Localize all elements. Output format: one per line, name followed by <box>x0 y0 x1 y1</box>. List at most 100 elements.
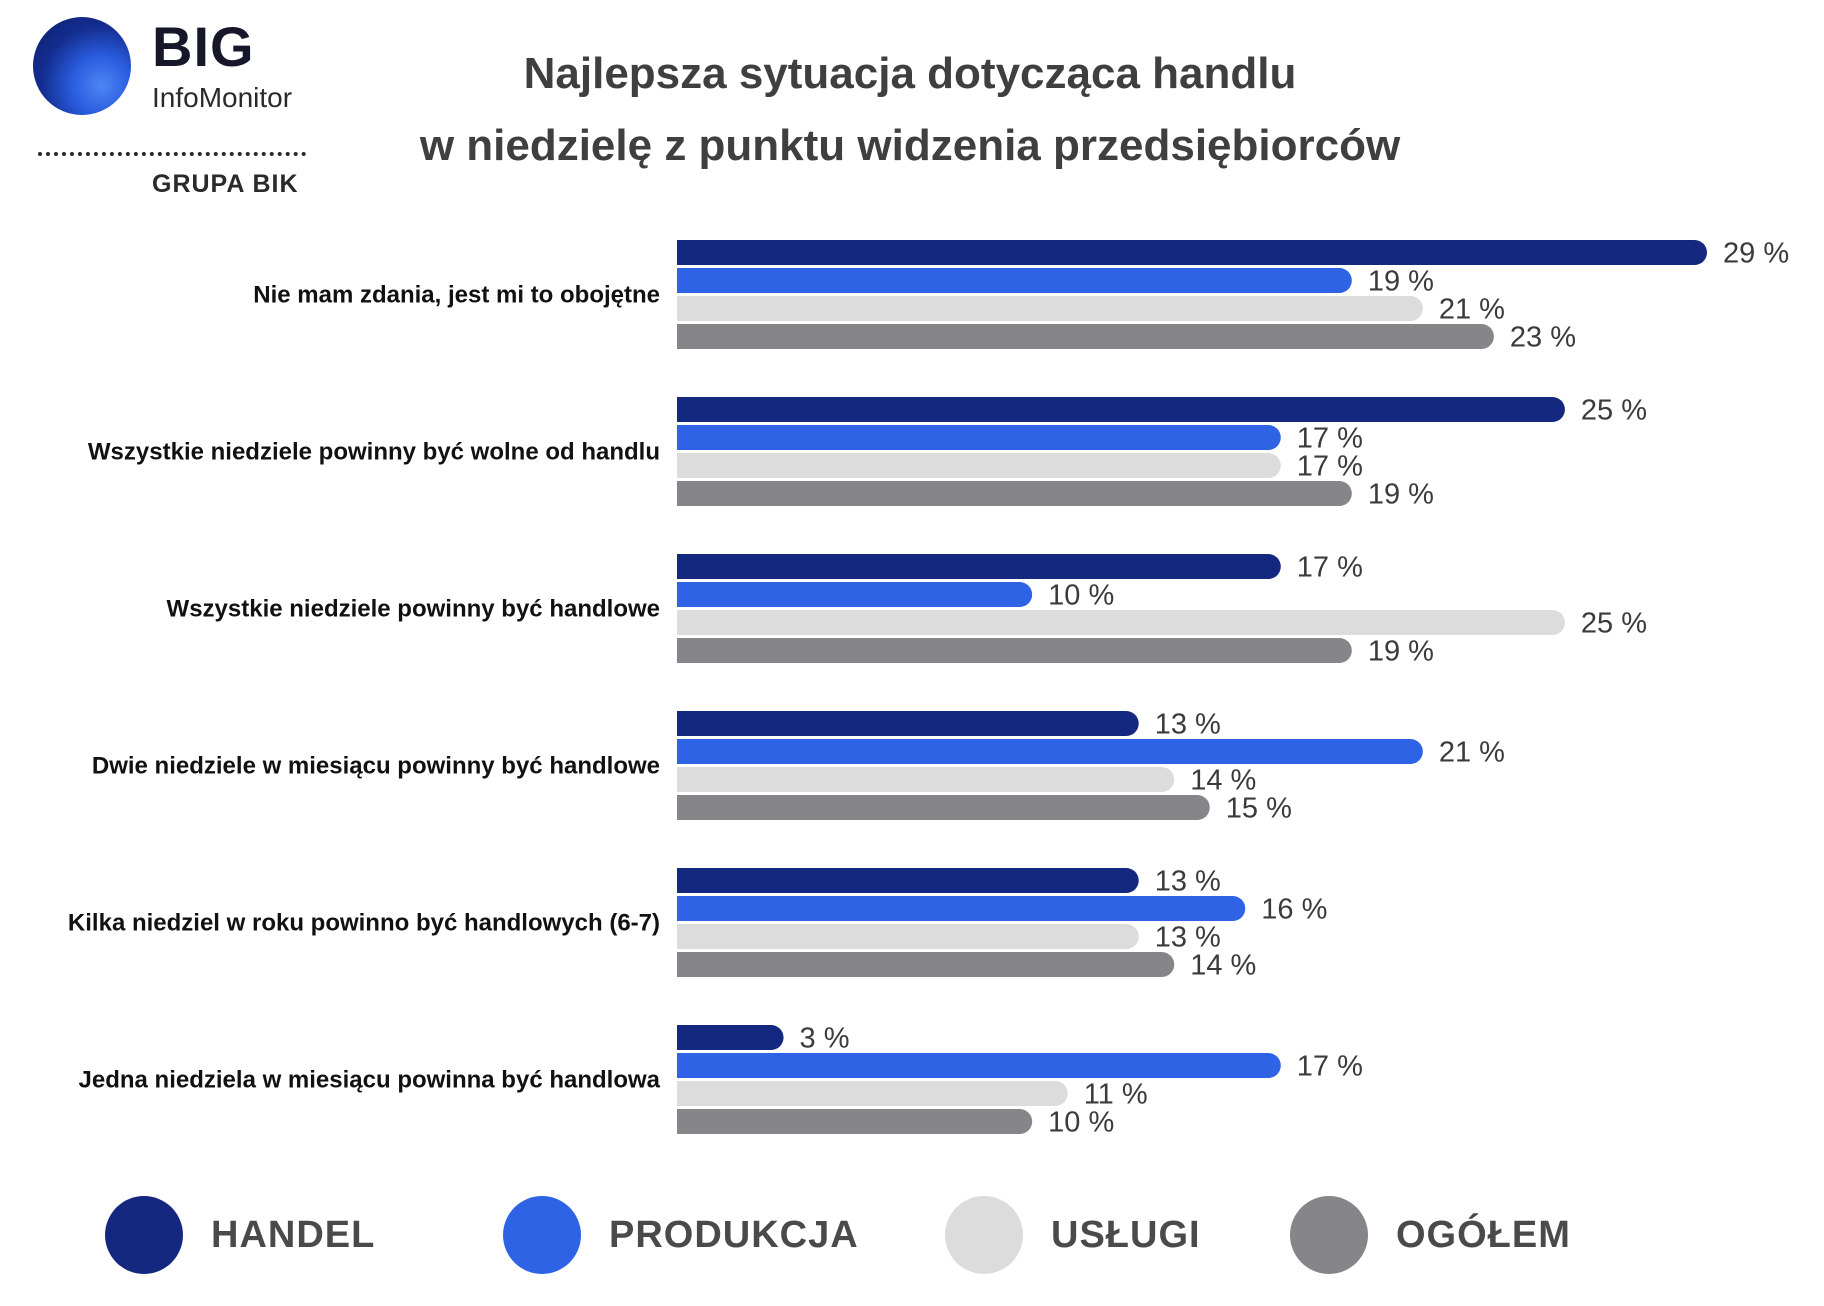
bar-usługi-1 <box>677 453 1281 478</box>
bar-produkcja-5 <box>677 1053 1281 1078</box>
logo-big-text: BIG <box>152 15 255 78</box>
legend-label: OGÓŁEM <box>1396 1213 1571 1256</box>
data-label: 10 % <box>1048 580 1114 612</box>
bar-usługi-2 <box>677 610 1565 635</box>
data-label: 25 % <box>1581 608 1647 640</box>
legend-item-usługi: USŁUGI <box>945 1195 1201 1275</box>
bar-produkcja-4 <box>677 896 1246 921</box>
bar-edge <box>677 767 702 792</box>
category-label: Dwie niedziele w miesiącu powinny być ha… <box>92 753 660 780</box>
data-label: 23 % <box>1510 322 1576 354</box>
chart-legend: HANDEL PRODUKCJA USŁUGI OGÓŁEM <box>0 1195 1824 1285</box>
bar-usługi-5 <box>677 1081 1068 1106</box>
data-label: 10 % <box>1048 1107 1114 1139</box>
data-label: 15 % <box>1226 793 1292 825</box>
bar-ogółem-3 <box>677 795 1210 820</box>
category-label: Wszystkie niedziele powinny być handlowe <box>167 596 660 623</box>
bar-handel-2 <box>677 554 1281 579</box>
category-label: Wszystkie niedziele powinny być wolne od… <box>88 439 660 466</box>
big-infomonitor-logo: BIG InfoMonitor GRUPA BIK <box>0 0 340 220</box>
bar-edge <box>677 795 702 820</box>
data-label: 14 % <box>1190 950 1256 982</box>
bar-edge <box>677 453 702 478</box>
category-label: Nie mam zdania, jest mi to obojętne <box>253 282 660 309</box>
bar-edge <box>677 739 702 764</box>
data-label: 19 % <box>1368 636 1434 668</box>
bar-handel-0 <box>677 240 1707 265</box>
legend-label: PRODUKCJA <box>609 1213 859 1256</box>
logo-circle-icon <box>33 17 131 115</box>
bar-produkcja-3 <box>677 739 1423 764</box>
data-label: 14 % <box>1190 765 1256 797</box>
bar-edge <box>677 582 702 607</box>
data-label: 17 % <box>1297 1051 1363 1083</box>
bar-ogółem-0 <box>677 324 1494 349</box>
bar-edge <box>677 868 702 893</box>
bar-edge <box>677 610 702 635</box>
bar-edge <box>677 711 702 736</box>
bar-edge <box>677 481 702 506</box>
data-label: 29 % <box>1723 238 1789 270</box>
legend-swatch-icon <box>503 1196 581 1274</box>
bar-ogółem-5 <box>677 1109 1033 1134</box>
bar-chart: Nie mam zdania, jest mi to obojętne 29 % 1… <box>68 238 1789 1139</box>
data-label: 16 % <box>1261 894 1327 926</box>
chart-title-line-1: Najlepsza sytuacja dotycząca handlu <box>523 49 1297 98</box>
bar-edge <box>677 296 702 321</box>
bar-produkcja-0 <box>677 268 1352 293</box>
bar-edge <box>677 554 702 579</box>
logo-divider <box>38 152 306 156</box>
data-label: 19 % <box>1368 479 1434 511</box>
bar-handel-4 <box>677 868 1139 893</box>
data-label: 17 % <box>1297 451 1363 483</box>
bar-handel-3 <box>677 711 1139 736</box>
data-label: 11 % <box>1084 1079 1148 1111</box>
legend-label: USŁUGI <box>1051 1213 1201 1256</box>
bar-edge <box>677 896 702 921</box>
bar-produkcja-2 <box>677 582 1033 607</box>
data-label: 21 % <box>1439 294 1505 326</box>
chart-title-line-2: w niedzielę z punktu widzenia przedsiębi… <box>419 121 1401 170</box>
chart-title: Najlepsza sytuacja dotycząca handlu w ni… <box>360 38 1460 182</box>
data-label: 13 % <box>1155 866 1221 898</box>
bar-edge <box>677 952 702 977</box>
bar-edge <box>677 638 702 663</box>
data-label: 13 % <box>1155 922 1221 954</box>
logo-subtitle: InfoMonitor <box>152 82 293 113</box>
bar-edge <box>677 1053 702 1078</box>
bar-edge <box>677 425 702 450</box>
category-label: Jedna niedziela w miesiącu powinna być h… <box>79 1067 661 1094</box>
category-label: Kilka niedziel w roku powinno być handlo… <box>68 910 660 937</box>
data-label: 17 % <box>1297 423 1363 455</box>
data-label: 3 % <box>800 1023 850 1055</box>
bar-handel-1 <box>677 397 1565 422</box>
bar-edge <box>677 1025 702 1050</box>
bar-usługi-3 <box>677 767 1175 792</box>
bar-edge <box>677 924 702 949</box>
legend-swatch-icon <box>105 1196 183 1274</box>
bar-edge <box>677 397 702 422</box>
legend-swatch-icon <box>1290 1196 1368 1274</box>
bar-edge <box>677 1081 702 1106</box>
data-label: 21 % <box>1439 737 1505 769</box>
legend-label: HANDEL <box>211 1213 376 1256</box>
bar-usługi-0 <box>677 296 1423 321</box>
bar-edge <box>677 324 702 349</box>
bar-handel-5 <box>677 1025 784 1050</box>
logo-group-text: GRUPA BIK <box>152 170 299 198</box>
legend-swatch-icon <box>945 1196 1023 1274</box>
legend-item-produkcja: PRODUKCJA <box>503 1195 859 1275</box>
bar-edge <box>677 268 702 293</box>
data-label: 17 % <box>1297 552 1363 584</box>
legend-item-ogółem: OGÓŁEM <box>1290 1195 1571 1275</box>
bar-edge <box>677 1109 702 1134</box>
legend-item-handel: HANDEL <box>105 1195 375 1275</box>
bar-edge <box>677 240 702 265</box>
bar-usługi-4 <box>677 924 1139 949</box>
data-label: 19 % <box>1368 266 1434 298</box>
data-label: 13 % <box>1155 709 1221 741</box>
bar-produkcja-1 <box>677 425 1281 450</box>
data-label: 25 % <box>1581 395 1647 427</box>
bar-ogółem-1 <box>677 481 1352 506</box>
bar-ogółem-4 <box>677 952 1175 977</box>
